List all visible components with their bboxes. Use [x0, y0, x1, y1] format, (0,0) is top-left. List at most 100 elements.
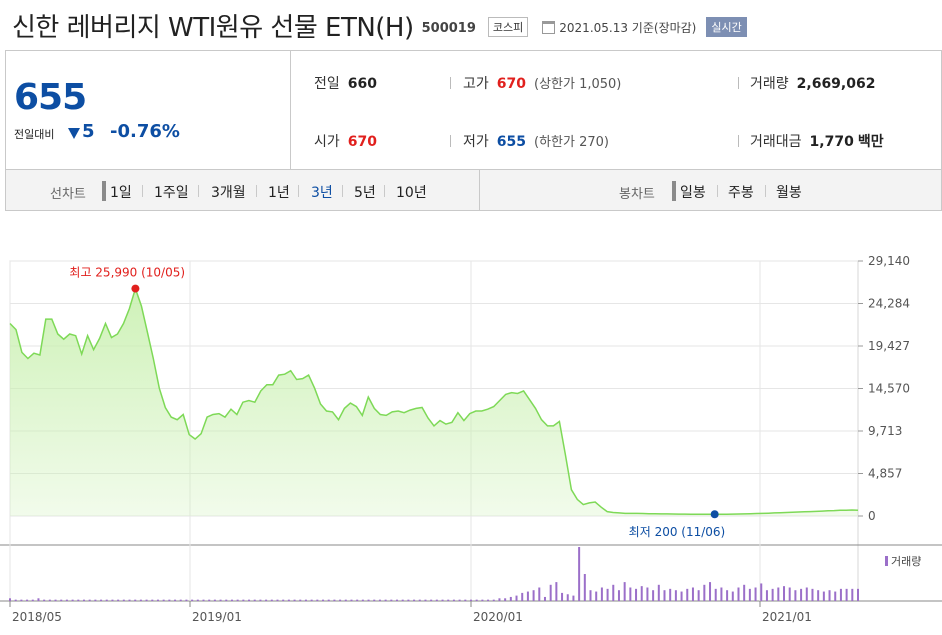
volume-bar	[304, 599, 307, 601]
volume-bar	[259, 599, 262, 601]
line-chart-label: 선차트	[50, 187, 86, 202]
volume-bar	[9, 598, 11, 601]
y-tick-label: 24,284	[868, 297, 910, 311]
volume-bar	[777, 587, 780, 601]
volume-bar	[800, 588, 803, 601]
volume-bar	[151, 599, 154, 601]
volume-bar	[367, 599, 370, 601]
volume-bar	[31, 599, 34, 601]
divider	[738, 135, 739, 147]
x-tick-label: 2021/01	[762, 610, 812, 624]
volume-bar	[282, 599, 285, 601]
period-1w[interactable]: 1주일	[154, 185, 189, 201]
divider	[290, 51, 291, 169]
volume-bar	[293, 599, 296, 601]
volume-bar	[487, 599, 490, 601]
volume-bar	[481, 599, 484, 601]
divider	[384, 185, 385, 197]
volume-bar	[117, 599, 120, 601]
volume-bar	[20, 599, 23, 601]
volume-bar	[230, 599, 233, 601]
volume-bar	[509, 596, 512, 601]
current-price: 655	[14, 77, 87, 118]
amount-label: 거래대금	[750, 134, 802, 150]
volume-bar	[691, 587, 694, 601]
volume-bar	[162, 599, 165, 601]
divider	[298, 185, 299, 197]
volume-bar	[794, 590, 797, 601]
volume-bar	[156, 599, 159, 601]
date-text: 2021.05.13 기준(장마감)	[559, 20, 697, 35]
volume-bar	[179, 599, 182, 601]
volume-bar	[191, 599, 194, 601]
y-tick-label: 0	[868, 509, 876, 523]
y-tick-label: 14,570	[868, 382, 910, 396]
volume-bar	[600, 587, 603, 601]
volume-bar	[316, 599, 319, 601]
period-1d[interactable]: 1일	[110, 185, 132, 201]
period-1y[interactable]: 1년	[268, 185, 290, 201]
volume-bar	[71, 599, 74, 601]
volume-bar	[88, 599, 91, 601]
volume-bar	[726, 590, 729, 601]
down-arrow-icon	[68, 128, 80, 139]
volume-bar	[458, 599, 461, 601]
change-value: 5	[82, 121, 95, 142]
prev-close-label: 전일	[314, 76, 340, 92]
volume-bar	[589, 590, 592, 601]
volume-bar	[174, 599, 177, 601]
volume-bar	[196, 599, 199, 601]
volume-bar	[697, 590, 700, 601]
volume-bar	[54, 599, 57, 601]
upper-limit: (상한가 1,050)	[534, 77, 622, 92]
volume-bar	[646, 587, 649, 601]
period-daily[interactable]: 일봉	[680, 185, 706, 201]
volume-bar	[202, 599, 205, 601]
period-3m[interactable]: 3개월	[211, 185, 246, 201]
volume-bar	[680, 591, 683, 601]
volume-bar	[834, 591, 837, 601]
volume-bar	[356, 599, 359, 601]
volume-bar	[139, 599, 142, 601]
min-annotation: 최저 200 (11/06)	[629, 525, 726, 539]
volume-bar	[122, 599, 125, 601]
period-weekly[interactable]: 주봉	[728, 185, 754, 201]
volume-bar	[572, 595, 575, 601]
period-5y[interactable]: 5년	[354, 185, 376, 201]
volume-bar	[299, 599, 302, 601]
quote-panel: 655 전일대비 5 -0.76% 전일 660 고가 670 (상한가 1,0…	[5, 50, 942, 169]
stock-code: 500019	[421, 20, 476, 36]
divider	[256, 185, 257, 197]
volume-bar	[310, 599, 313, 601]
volume-bar	[731, 591, 734, 601]
volume-bar	[65, 599, 68, 601]
volume-bar	[430, 599, 433, 601]
period-monthly[interactable]: 월봉	[776, 185, 802, 201]
candle-chart-label: 봉차트	[619, 187, 655, 202]
period-3y[interactable]: 3년	[311, 185, 333, 201]
volume-bar	[714, 588, 717, 601]
volume-bar	[242, 599, 245, 601]
realtime-button[interactable]: 실시간	[706, 17, 747, 37]
volume-bar	[515, 595, 518, 601]
volume-bar	[208, 599, 211, 601]
volume-bar	[543, 596, 546, 601]
volume-bar	[612, 584, 615, 601]
volume-bar	[640, 586, 643, 601]
volume-bar	[447, 599, 450, 601]
volume-bar	[333, 599, 336, 601]
volume-bar	[703, 584, 706, 601]
volume-bar	[788, 587, 791, 601]
volume-bar	[401, 599, 404, 601]
low-value: 655	[496, 134, 526, 150]
volume-bar	[669, 588, 672, 601]
volume-bar	[407, 599, 410, 601]
change-percent: -0.76%	[110, 121, 180, 142]
volume-bar	[48, 599, 51, 601]
volume-bar	[464, 599, 467, 601]
period-10y[interactable]: 10년	[396, 185, 427, 201]
volume-bar	[498, 598, 501, 601]
volume-bar	[373, 599, 376, 601]
divider	[765, 185, 766, 197]
volume-bar	[60, 599, 63, 601]
